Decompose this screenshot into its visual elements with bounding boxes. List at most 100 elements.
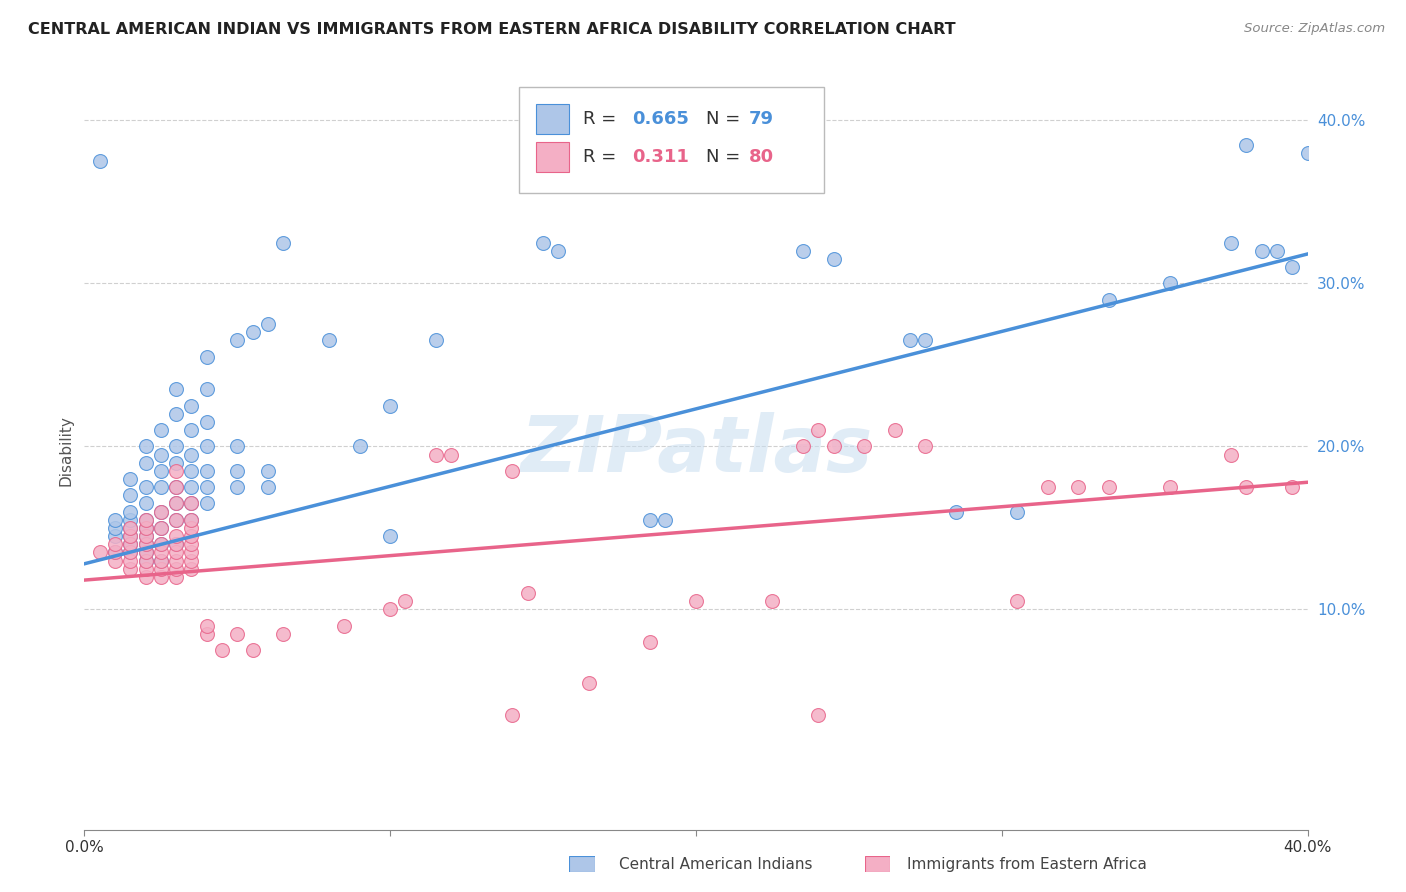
- Point: [914, 334, 936, 348]
- Point: [135, 496, 157, 510]
- Point: [104, 545, 127, 559]
- Point: [195, 464, 218, 478]
- Point: [104, 537, 127, 551]
- Text: Immigrants from Eastern Africa: Immigrants from Eastern Africa: [907, 857, 1147, 872]
- Point: [135, 521, 157, 535]
- Point: [195, 415, 218, 429]
- Point: [792, 244, 814, 258]
- Point: [149, 480, 172, 494]
- Point: [195, 619, 218, 633]
- Point: [149, 521, 172, 535]
- Point: [1281, 260, 1303, 274]
- Point: [135, 513, 157, 527]
- Text: R =: R =: [583, 148, 628, 166]
- Point: [135, 521, 157, 535]
- Point: [1281, 480, 1303, 494]
- Point: [135, 553, 157, 567]
- Point: [165, 537, 187, 551]
- Point: [149, 521, 172, 535]
- Point: [440, 448, 463, 462]
- Point: [853, 439, 876, 453]
- FancyBboxPatch shape: [536, 142, 569, 172]
- Point: [165, 464, 187, 478]
- Point: [135, 545, 157, 559]
- Point: [502, 464, 524, 478]
- Text: CENTRAL AMERICAN INDIAN VS IMMIGRANTS FROM EASTERN AFRICA DISABILITY CORRELATION: CENTRAL AMERICAN INDIAN VS IMMIGRANTS FR…: [28, 22, 956, 37]
- Point: [654, 513, 676, 527]
- Point: [120, 529, 142, 543]
- Point: [165, 562, 187, 576]
- Point: [1098, 293, 1121, 307]
- Point: [1296, 145, 1319, 160]
- Point: [149, 464, 172, 478]
- Point: [180, 562, 202, 576]
- Point: [807, 708, 830, 723]
- Point: [120, 513, 142, 527]
- Point: [120, 553, 142, 567]
- Point: [1067, 480, 1090, 494]
- Point: [120, 537, 142, 551]
- Point: [547, 244, 569, 258]
- Point: [120, 529, 142, 543]
- Point: [165, 513, 187, 527]
- Point: [104, 521, 127, 535]
- Point: [380, 399, 402, 413]
- Point: [257, 464, 280, 478]
- Text: N =: N =: [706, 110, 740, 128]
- Point: [257, 480, 280, 494]
- Point: [914, 439, 936, 453]
- Point: [104, 545, 127, 559]
- Point: [195, 480, 218, 494]
- Point: [180, 399, 202, 413]
- Point: [149, 562, 172, 576]
- Point: [211, 643, 233, 657]
- Point: [1236, 480, 1258, 494]
- Point: [1005, 505, 1028, 519]
- Point: [380, 529, 402, 543]
- Point: [135, 553, 157, 567]
- Point: [638, 635, 661, 649]
- Point: [120, 537, 142, 551]
- Point: [104, 513, 127, 527]
- Point: [135, 529, 157, 543]
- Point: [394, 594, 416, 608]
- Point: [165, 496, 187, 510]
- Point: [349, 439, 371, 453]
- Point: [180, 513, 202, 527]
- Point: [180, 545, 202, 559]
- Point: [149, 553, 172, 567]
- Point: [180, 423, 202, 437]
- Point: [180, 521, 202, 535]
- Point: [149, 545, 172, 559]
- Point: [135, 456, 157, 470]
- Point: [226, 439, 249, 453]
- Point: [120, 505, 142, 519]
- Point: [149, 553, 172, 567]
- Point: [242, 325, 264, 339]
- Point: [333, 619, 356, 633]
- Text: 0.311: 0.311: [633, 148, 689, 166]
- Point: [226, 627, 249, 641]
- Point: [1159, 277, 1181, 291]
- Point: [1220, 448, 1243, 462]
- Point: [135, 562, 157, 576]
- Point: [180, 529, 202, 543]
- Point: [120, 545, 142, 559]
- Point: [165, 456, 187, 470]
- Point: [180, 496, 202, 510]
- Point: [165, 407, 187, 421]
- Point: [135, 537, 157, 551]
- Point: [135, 570, 157, 584]
- Point: [165, 382, 187, 396]
- Point: [149, 448, 172, 462]
- Point: [823, 252, 845, 266]
- Point: [318, 334, 340, 348]
- Point: [883, 423, 905, 437]
- Point: [945, 505, 967, 519]
- Point: [226, 464, 249, 478]
- Point: [120, 472, 142, 486]
- Point: [149, 570, 172, 584]
- Point: [257, 317, 280, 331]
- Point: [104, 553, 127, 567]
- Point: [180, 553, 202, 567]
